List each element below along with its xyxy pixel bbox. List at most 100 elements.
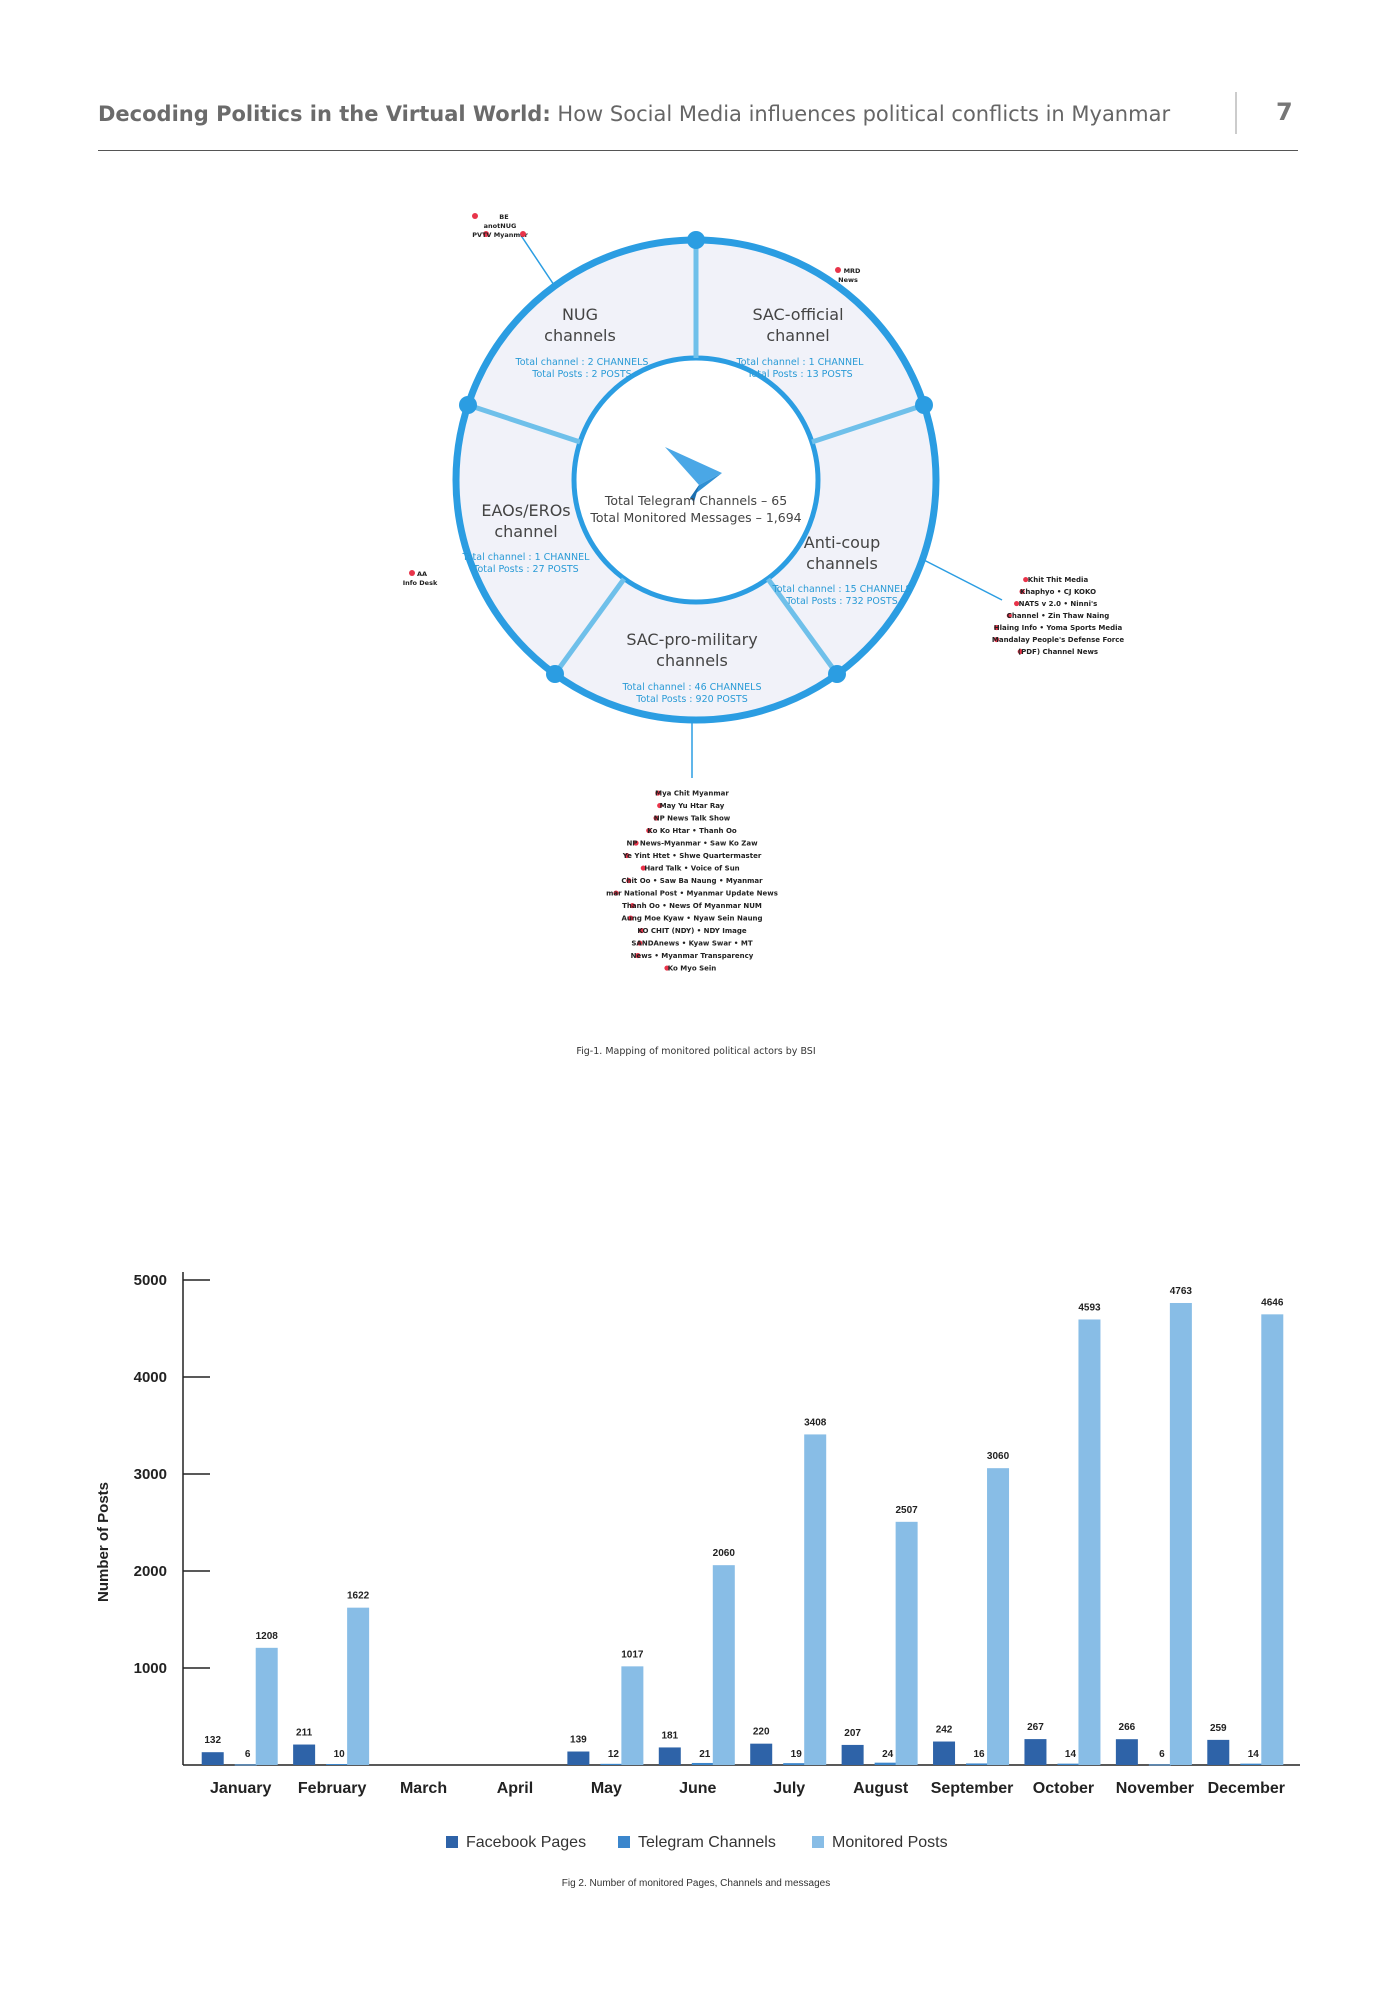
legend-swatch-telegram: [618, 1836, 630, 1848]
actor-bullet: [993, 624, 1000, 631]
chart-legend: Facebook Pages Telegram Channels Monitor…: [446, 1834, 948, 1851]
data-label: 139: [570, 1735, 587, 1746]
x-tick-label: January: [210, 1780, 271, 1797]
bar: [1240, 1763, 1263, 1765]
segment-stat: Total Posts : 27 POSTS: [472, 564, 578, 575]
actor-name: NATS v 2.0 • Ninni's: [1019, 600, 1098, 608]
segment-sac-official: SAC-official channel Total channel : 1 C…: [736, 305, 865, 380]
ring-node: [459, 396, 477, 414]
actor-bullet: [627, 915, 634, 921]
ring-node: [915, 396, 933, 414]
actor-bullet: [637, 940, 643, 946]
bar: [841, 1744, 864, 1765]
segment-nug: NUG channels Total channel : 2 CHANNELS …: [515, 305, 649, 380]
document-title: Decoding Politics in the Virtual World: …: [98, 102, 1170, 126]
actor-bullet: [613, 890, 619, 896]
header-separator: [1235, 92, 1237, 134]
header-rule: [98, 150, 1298, 151]
y-axis-label: Number of Posts: [95, 1482, 112, 1602]
actor-bullet: [1023, 576, 1029, 583]
x-tick-label: July: [773, 1780, 805, 1797]
segment-title: SAC-pro-military: [626, 630, 757, 649]
data-label: 24: [882, 1749, 894, 1760]
actor-name: Channel • Zin Thaw Naing: [1007, 612, 1110, 620]
segment-stat: Total channel : 1 CHANNEL: [736, 357, 865, 368]
page-header: Decoding Politics in the Virtual World: …: [98, 92, 1298, 136]
actor-bullet: [646, 827, 652, 834]
actor-name: NP News Talk Show: [654, 815, 731, 823]
data-label: 6: [1159, 1749, 1165, 1760]
actor-name: KO CHIT (NDY) • NDY Image: [637, 927, 747, 935]
segment-sac-pro-military: SAC-pro-military channels Total channel …: [622, 630, 762, 705]
actor-name: News: [838, 276, 858, 284]
bar: [750, 1743, 773, 1765]
data-label: 14: [1248, 1749, 1260, 1760]
x-tick-label: October: [1033, 1780, 1094, 1797]
ring-node: [687, 231, 705, 249]
data-label: 1017: [621, 1649, 644, 1660]
data-label: 207: [844, 1728, 861, 1739]
x-tick-label: March: [400, 1780, 447, 1797]
data-label: 12: [608, 1749, 620, 1760]
segment-stat: Total Posts : 13 POSTS: [746, 369, 852, 380]
actor-name: Mandalay People's Defense Force: [992, 636, 1125, 644]
actor-name: Hlaing Info • Yoma Sports Media: [994, 624, 1123, 632]
bar: [712, 1565, 735, 1765]
spoke: [811, 402, 925, 445]
bar: [347, 1607, 370, 1765]
chart-data-labels: 132 6 1208 211 10 1622 139 12 1017 181 21 2060 220 19…: [204, 1286, 1283, 1760]
bar: [804, 1434, 827, 1765]
ring-node: [546, 665, 564, 683]
data-label: 132: [204, 1735, 221, 1746]
data-label: 10: [334, 1749, 346, 1760]
center-total-channels: Total Telegram Channels – 65: [604, 493, 787, 508]
data-label: 1208: [256, 1631, 279, 1642]
data-label: 242: [936, 1725, 953, 1736]
chart-axes: 1000 2000 3000 4000 5000: [134, 1272, 1300, 1766]
actor-bullet: [640, 865, 646, 871]
actor-name: BE: [499, 213, 508, 221]
segment-stat: Total channel : 46 CHANNELS: [622, 682, 762, 693]
data-label: 266: [1119, 1722, 1136, 1733]
actor-name: Ko Ko Htar • Thanh Oo: [647, 827, 737, 835]
actor-bullet: [629, 902, 636, 909]
center-total-messages: Total Monitored Messages – 1,694: [589, 510, 801, 525]
x-tick-label: September: [931, 1780, 1014, 1797]
document-title-bold: Decoding Politics in the Virtual World:: [98, 102, 551, 126]
bar: [293, 1744, 316, 1765]
data-label: 21: [699, 1749, 711, 1760]
telegram-icon: [665, 447, 722, 502]
bar: [691, 1762, 714, 1765]
x-tick-label: November: [1116, 1780, 1194, 1797]
segment-stat: Total channel : 1 CHANNEL: [462, 552, 591, 563]
actor-name: Hard Talk • Voice of Sun: [644, 865, 739, 873]
actor-bullet: [657, 802, 663, 809]
actor-bullet: [1017, 648, 1023, 655]
x-tick-label: December: [1208, 1780, 1285, 1797]
legend-swatch-posts: [812, 1836, 824, 1848]
segment-title: channel: [494, 522, 557, 541]
bar: [933, 1741, 956, 1765]
y-tick-label: 5000: [134, 1272, 167, 1289]
segment-stat: Total channel : 2 CHANNELS: [515, 357, 649, 368]
actor-bullet: [1014, 600, 1020, 607]
data-label: 267: [1027, 1722, 1044, 1733]
data-label: 259: [1210, 1723, 1227, 1734]
leader-line: [919, 557, 1003, 601]
data-label: 19: [791, 1749, 803, 1760]
data-label: 4646: [1261, 1297, 1284, 1308]
actors-sac-official: MRD News: [835, 267, 861, 284]
bar: [1207, 1739, 1230, 1765]
legend-telegram: Telegram Channels: [638, 1834, 776, 1851]
actors-sac-pro-military: Mya Chit Myanmar May Yu Htar Ray NP News T…: [606, 790, 778, 973]
actor-bullet: [1006, 612, 1012, 619]
actor-name: Mya Chit Myanmar: [655, 790, 729, 798]
bar: [987, 1468, 1010, 1765]
y-tick-label: 2000: [134, 1563, 167, 1580]
actor-name: AA: [417, 570, 427, 578]
segment-anti-coup: Anti-coup channels Total channel : 15 CH…: [772, 533, 912, 607]
segment-title: NUG: [562, 305, 598, 324]
bar: [783, 1763, 806, 1765]
actor-bullet: [993, 636, 1000, 643]
y-tick-label: 1000: [134, 1660, 167, 1677]
